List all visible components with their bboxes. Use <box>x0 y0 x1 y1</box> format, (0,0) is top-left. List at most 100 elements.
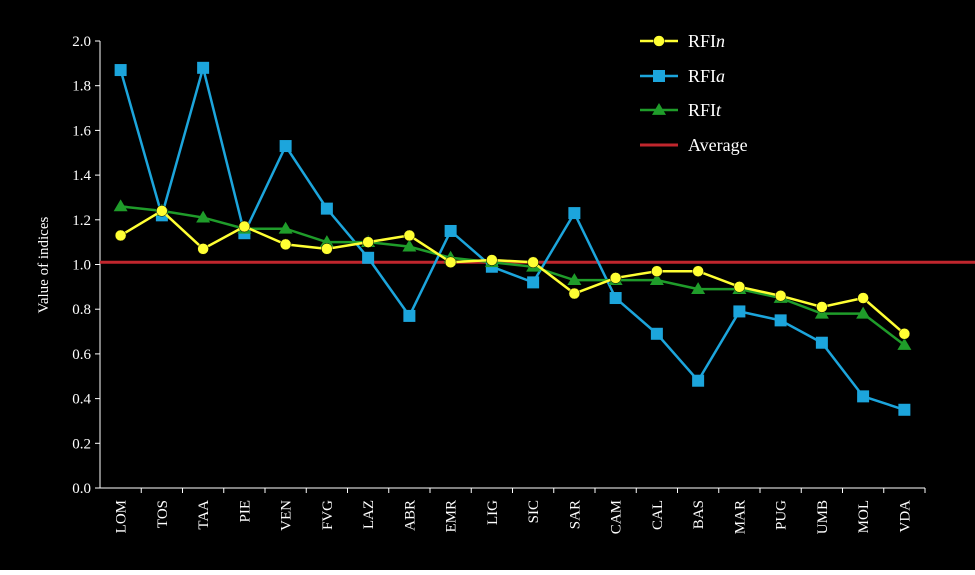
data-point <box>279 140 292 153</box>
data-point <box>527 256 539 269</box>
data-point <box>733 281 746 293</box>
x-tick-label: LAZ <box>361 500 377 529</box>
axes-layer: 0.0 0.2 0.4 0.6 0.8 1.0 1.2 1.4 1.6 1.8 2.0 LOM TOS T… <box>72 34 926 534</box>
data-point <box>402 239 417 252</box>
data-point <box>320 202 333 215</box>
x-tick-label: PIE <box>237 500 253 523</box>
data-point <box>651 265 663 277</box>
y-tick-label: 0.6 <box>72 347 91 363</box>
y-tick-label: 0.0 <box>72 481 91 497</box>
x-tick-label: VDA <box>897 500 913 533</box>
data-point <box>113 199 128 212</box>
legend-swatch-marker <box>653 35 665 47</box>
legend-label: RFIt <box>688 100 722 120</box>
x-tick-label: LOM <box>114 500 130 533</box>
data-point <box>856 306 871 319</box>
y-tick-label: 1.0 <box>72 258 91 274</box>
x-tick-label: CAL <box>650 500 666 530</box>
data-point <box>362 251 375 264</box>
data-point <box>114 64 127 77</box>
data-point <box>567 273 582 286</box>
data-point <box>568 207 581 220</box>
x-tick-label: FVG <box>320 500 336 530</box>
legend-label: RFIn <box>688 31 725 51</box>
series-rfin <box>114 205 911 340</box>
data-point <box>156 205 168 217</box>
legend-label-italic: a <box>716 66 725 86</box>
data-point <box>898 403 911 416</box>
legend-label: Average <box>688 135 748 155</box>
data-point <box>649 273 664 286</box>
legend-label-main: RFI <box>688 31 716 51</box>
y-axis-title: Value of indices <box>36 217 52 314</box>
y-tick-label: 0.4 <box>72 392 91 408</box>
data-point <box>527 276 540 289</box>
data-point <box>568 287 581 300</box>
x-tick-label: ABR <box>402 500 418 531</box>
legend-label-italic: t <box>716 100 722 120</box>
x-tick-label: MOL <box>856 500 872 533</box>
y-tick-label: 0.8 <box>72 302 91 318</box>
x-tick-label: SAR <box>567 500 583 529</box>
x-tick-label: MAR <box>732 500 748 534</box>
data-point <box>857 390 870 403</box>
data-point <box>403 309 416 322</box>
x-tick-label: BAS <box>691 500 707 529</box>
legend-label: RFIa <box>688 66 725 86</box>
data-point <box>897 337 912 350</box>
y-tick-label: 2.0 <box>72 34 91 50</box>
x-tick-label: UMB <box>815 500 831 534</box>
data-point <box>197 61 210 74</box>
data-point <box>898 328 911 340</box>
data-point <box>486 254 498 266</box>
data-point <box>733 305 746 318</box>
y-tick-label: 1.8 <box>72 79 91 95</box>
x-tick-label: PUG <box>774 500 790 530</box>
data-point <box>362 236 374 248</box>
data-point <box>321 243 333 255</box>
y-tick-label: 0.2 <box>72 436 91 452</box>
data-point <box>774 314 787 327</box>
data-point <box>692 374 705 387</box>
legend-swatch-marker <box>653 70 665 82</box>
series-layer <box>113 61 912 416</box>
data-point <box>650 327 663 340</box>
data-point <box>196 210 211 223</box>
data-point <box>197 243 209 255</box>
data-point <box>857 292 869 304</box>
data-point <box>692 265 704 277</box>
data-point <box>114 229 127 242</box>
x-tick-label: EMR <box>444 500 460 533</box>
x-tick-label: VEN <box>279 500 295 531</box>
x-tick-label: CAM <box>609 500 625 534</box>
y-tick-label: 1.4 <box>72 168 91 184</box>
x-tick-label: LIG <box>485 500 501 525</box>
data-point <box>815 336 828 349</box>
x-tick-label: TAA <box>196 500 212 530</box>
x-tick-label: TOS <box>155 500 171 528</box>
data-point <box>403 229 416 242</box>
series-line <box>119 209 906 335</box>
legend-swatch-marker <box>652 103 666 115</box>
legend-label-italic: n <box>716 31 725 51</box>
data-point <box>816 301 828 313</box>
data-point <box>609 272 622 284</box>
x-tick-label: SIC <box>526 500 542 523</box>
legend-label-main: RFI <box>688 66 716 86</box>
data-point <box>609 292 622 305</box>
y-tick-label: 1.2 <box>72 213 91 229</box>
data-point <box>691 282 706 294</box>
legend-label-main: RFI <box>688 100 716 120</box>
data-point <box>319 235 334 248</box>
data-point <box>444 256 457 269</box>
series-line <box>119 62 905 411</box>
data-point <box>774 290 787 302</box>
y-tick-label: 1.6 <box>72 123 91 139</box>
data-point <box>238 220 251 233</box>
data-point <box>444 224 457 237</box>
data-point <box>279 238 292 251</box>
data-point <box>278 221 293 234</box>
